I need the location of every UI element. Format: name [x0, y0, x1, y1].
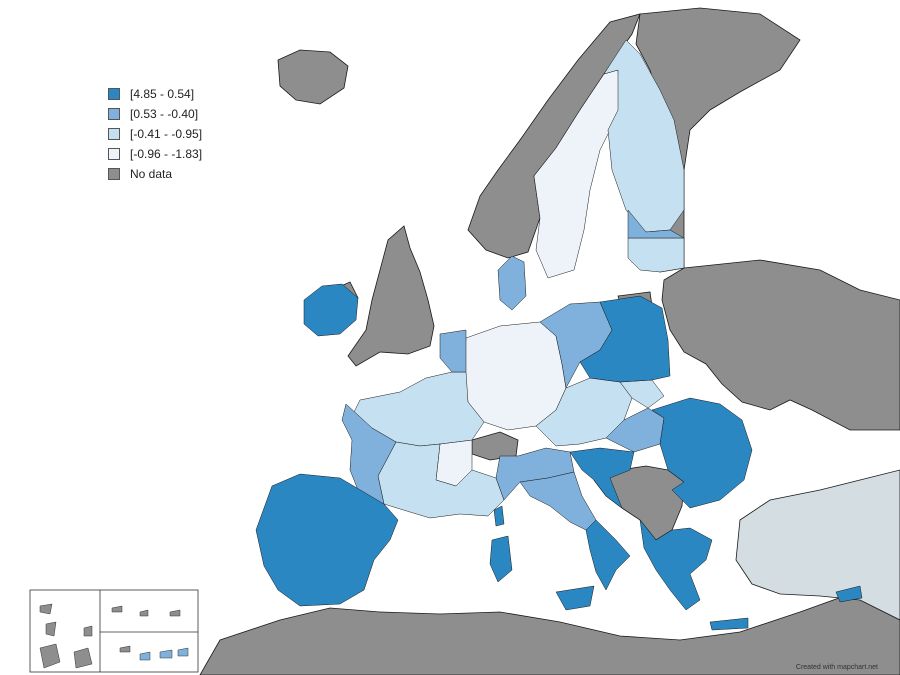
legend-label: [-0.96 - -1.83] — [130, 147, 203, 161]
legend-item: [0.53 - -0.40] — [108, 104, 202, 124]
legend-item: [-0.96 - -1.83] — [108, 144, 202, 164]
romania-bulgaria — [651, 397, 753, 509]
legend-swatch — [108, 128, 120, 140]
ireland — [303, 283, 359, 337]
inset-canaries — [139, 647, 189, 661]
legend-label: No data — [130, 167, 173, 181]
croatia-slovenia — [569, 447, 635, 509]
denmark — [497, 255, 527, 311]
italy-center — [519, 471, 597, 531]
italy-south — [585, 519, 631, 591]
legend-item: [-0.41 - -0.95] — [108, 124, 202, 144]
inset-guadeloupe — [39, 603, 53, 615]
inset-frame — [29, 589, 199, 673]
regions-class-2 — [271, 209, 685, 531]
poland-east — [579, 295, 671, 383]
germany — [463, 321, 567, 431]
legend-swatch — [108, 148, 120, 160]
spain — [255, 473, 399, 607]
estonia-latvia — [627, 209, 685, 239]
greece — [639, 519, 713, 611]
regions-class-1 — [255, 283, 863, 631]
legend-label: [-0.41 - -0.95] — [130, 127, 203, 141]
turkey — [735, 469, 900, 621]
regions-class-4 — [435, 69, 621, 487]
legend-item: No data — [108, 164, 202, 184]
inset-martinique — [45, 621, 57, 637]
inset-azores — [111, 605, 181, 617]
map-credit: Created with mapchart.net — [795, 664, 878, 671]
regions-class-3 — [351, 39, 685, 519]
sicily — [555, 585, 595, 611]
legend-swatch — [108, 108, 120, 120]
legend-label: [0.53 - -0.40] — [130, 107, 199, 121]
legend-label: [4.85 - 0.54] — [130, 87, 195, 101]
iceland — [277, 49, 349, 105]
uk — [347, 225, 435, 367]
russia-belarus-ukraine — [661, 259, 900, 431]
outermost-regions-inset — [29, 589, 199, 673]
crete — [709, 617, 749, 631]
baltics — [627, 237, 685, 273]
benelux — [439, 329, 467, 373]
inset-guiana — [39, 643, 61, 669]
sweden — [533, 69, 621, 279]
map-legend: [4.85 - 0.54] [0.53 - -0.40] [-0.41 - -0… — [108, 84, 202, 184]
legend-item: [4.85 - 0.54] — [108, 84, 202, 104]
cyprus — [835, 585, 863, 603]
inset-mayotte — [83, 625, 93, 637]
sardinia — [489, 535, 513, 583]
legend-swatch — [108, 168, 120, 180]
legend-swatch — [108, 88, 120, 100]
inset-madeira — [119, 645, 131, 653]
inset-reunion — [73, 647, 93, 669]
corsica — [493, 505, 505, 527]
